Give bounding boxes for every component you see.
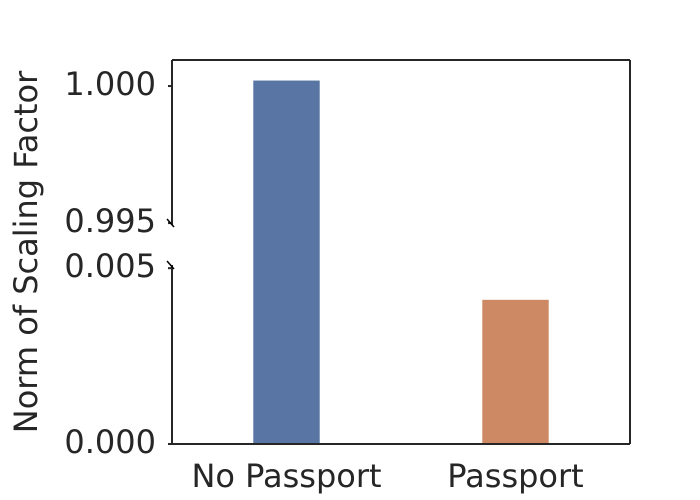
break-mark [166, 260, 175, 270]
y-tick-label: 0.000 [64, 423, 156, 461]
y-tick-label: 0.995 [64, 202, 156, 240]
bar [482, 299, 549, 444]
y-axis-label: Norm of Scaling Factor [7, 70, 45, 433]
x-tick-label: No Passport [191, 457, 381, 495]
y-tick-label: 0.005 [64, 247, 156, 285]
break-mark [166, 218, 175, 228]
bar [253, 80, 320, 444]
y-tick-label: 1.000 [64, 65, 156, 103]
x-tick-label: Passport [447, 457, 583, 495]
